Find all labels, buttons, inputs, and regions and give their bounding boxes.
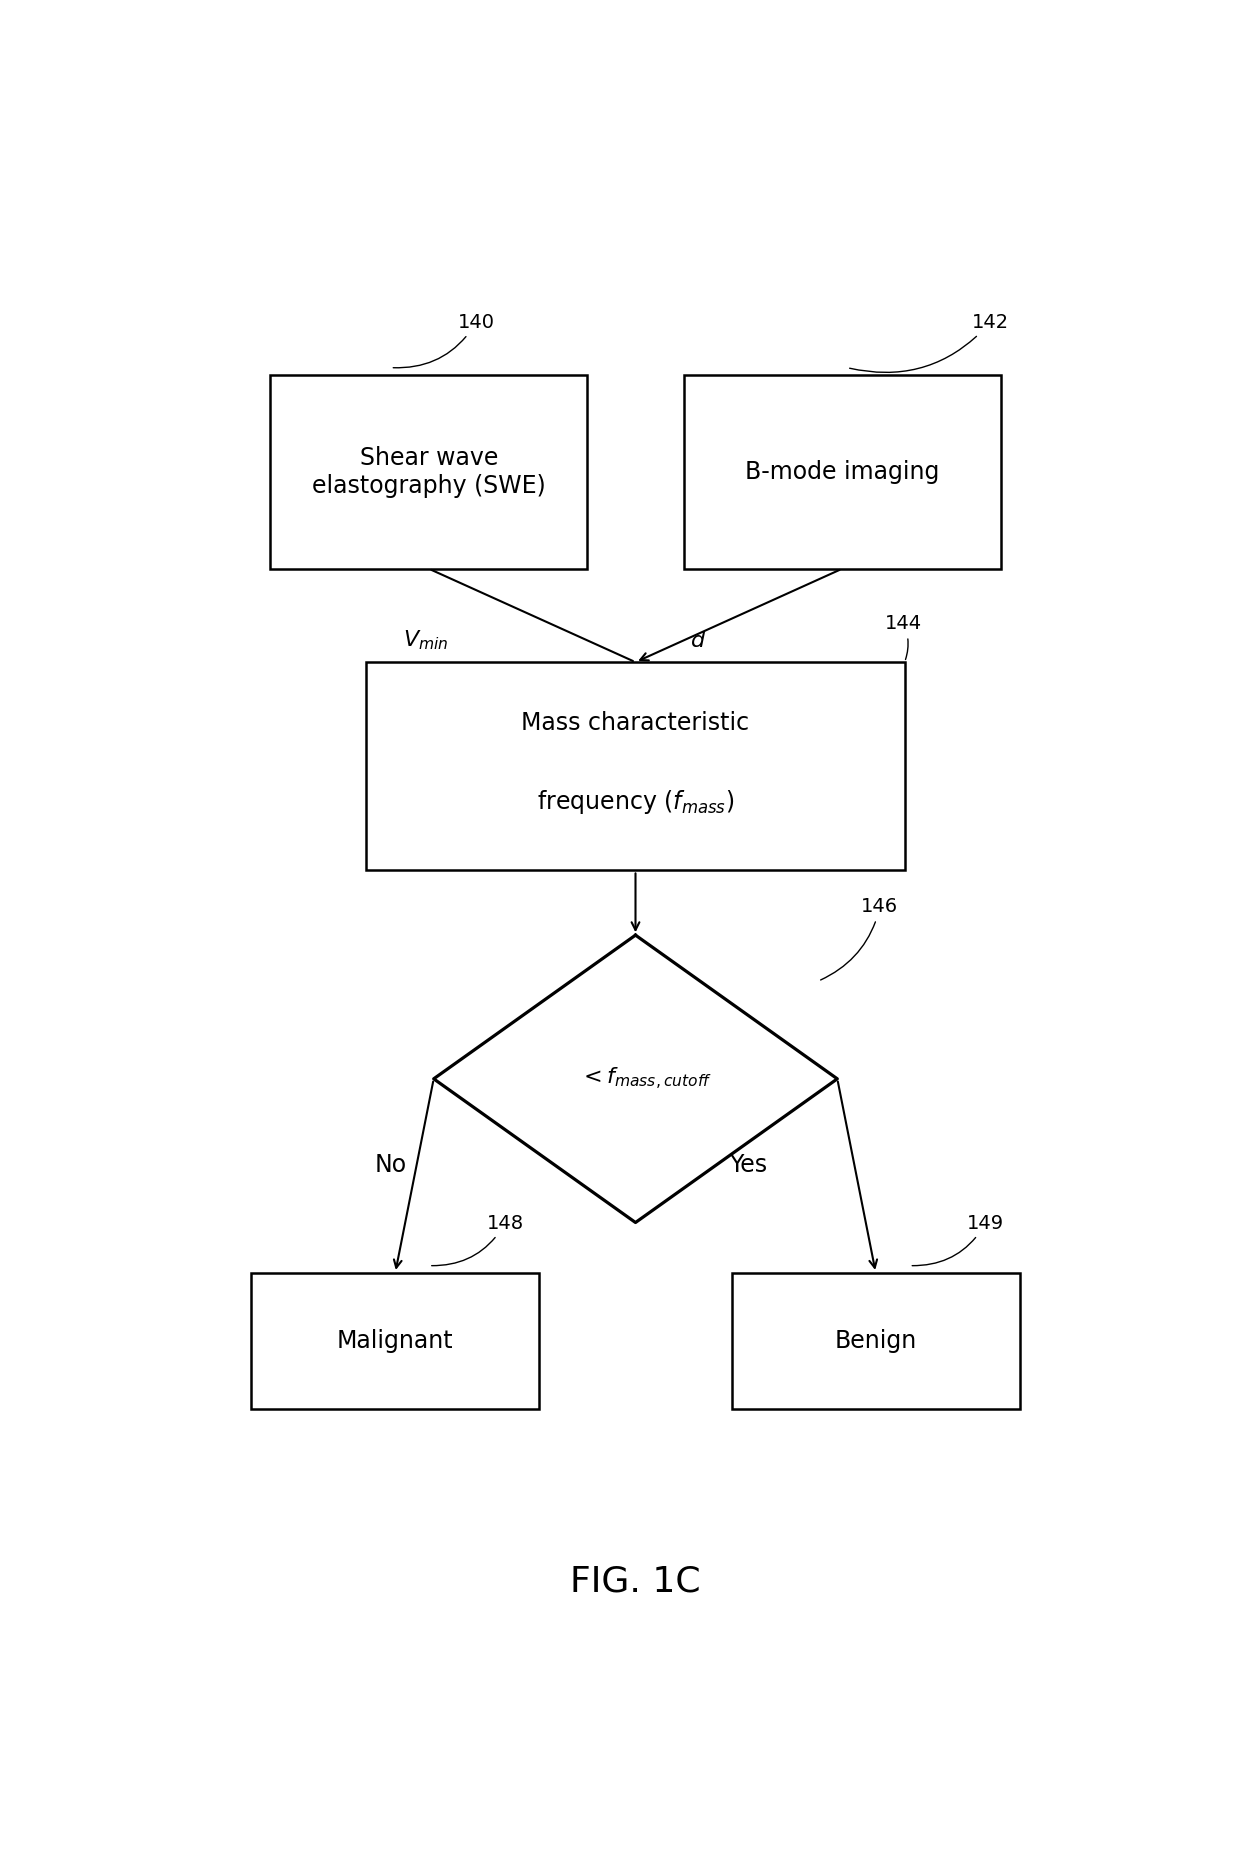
- Text: 140: 140: [393, 313, 495, 368]
- Text: $< f_{mass,cutoff}$: $< f_{mass,cutoff}$: [579, 1065, 712, 1092]
- Text: 144: 144: [885, 614, 923, 659]
- Text: Mass characteristic: Mass characteristic: [522, 711, 749, 735]
- Bar: [367, 662, 905, 870]
- Text: 149: 149: [913, 1213, 1004, 1265]
- Bar: [270, 375, 588, 569]
- Text: 148: 148: [432, 1213, 523, 1265]
- Bar: [250, 1273, 539, 1409]
- Text: Yes: Yes: [729, 1153, 768, 1177]
- Text: Shear wave
elastography (SWE): Shear wave elastography (SWE): [312, 446, 546, 498]
- Text: $V_{min}$: $V_{min}$: [403, 629, 448, 653]
- Text: B-mode imaging: B-mode imaging: [745, 459, 940, 483]
- Text: FIG. 1C: FIG. 1C: [570, 1566, 701, 1599]
- Text: Malignant: Malignant: [337, 1329, 454, 1353]
- Text: $d$: $d$: [691, 631, 707, 651]
- Text: Benign: Benign: [835, 1329, 916, 1353]
- Text: frequency ($f_{mass}$): frequency ($f_{mass}$): [537, 787, 734, 815]
- Text: No: No: [374, 1153, 407, 1177]
- Text: 146: 146: [821, 898, 899, 980]
- Bar: [683, 375, 1001, 569]
- Bar: [732, 1273, 1019, 1409]
- Text: 142: 142: [849, 313, 1009, 373]
